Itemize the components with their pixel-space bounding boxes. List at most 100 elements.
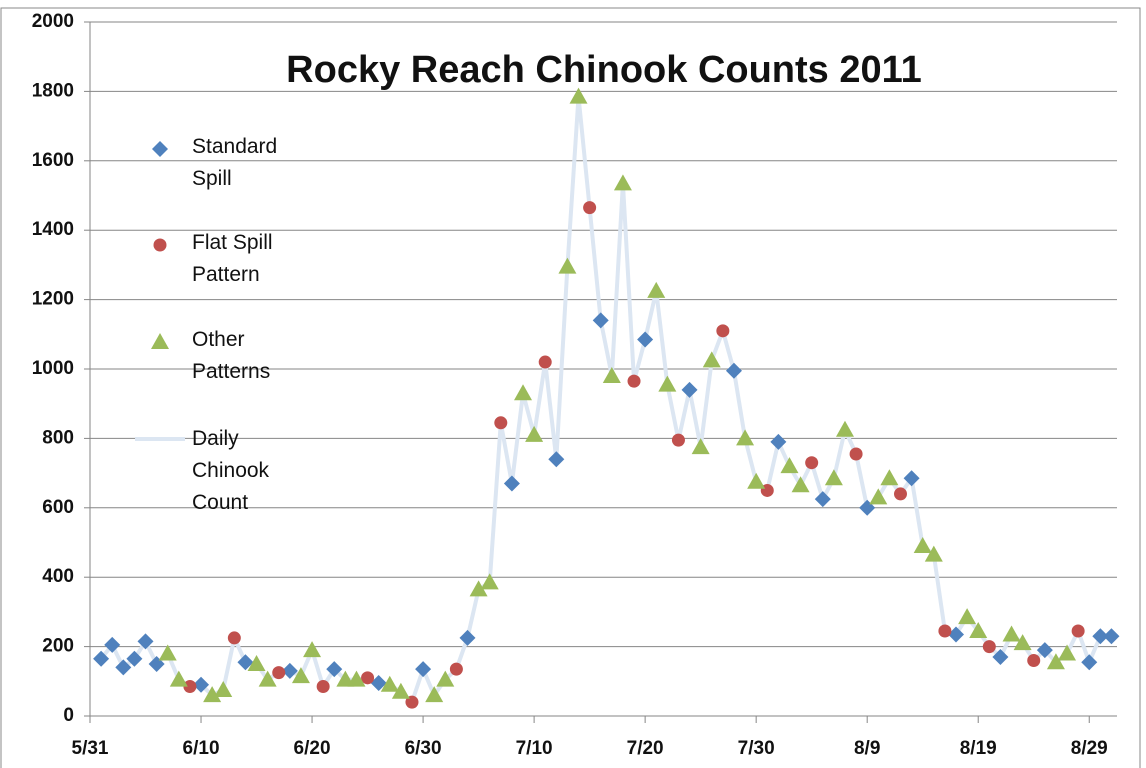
y-tick-label: 200	[42, 636, 74, 657]
point	[613, 174, 632, 191]
legend-label: Standard Spill	[192, 135, 278, 190]
point	[1071, 624, 1085, 638]
legend-label: Other Patterns	[192, 328, 271, 383]
x-tick-label: 7/10	[516, 738, 553, 759]
point	[1002, 625, 1021, 642]
point	[247, 654, 266, 671]
point	[326, 661, 343, 678]
point	[602, 366, 621, 383]
point	[415, 661, 432, 678]
point	[183, 680, 197, 694]
point	[958, 608, 977, 625]
legend-marker	[152, 141, 168, 157]
point	[480, 573, 499, 590]
point	[449, 662, 463, 676]
x-tick-label: 5/31	[72, 738, 109, 759]
point	[436, 670, 455, 687]
point	[370, 675, 387, 692]
point	[702, 351, 721, 368]
point	[303, 641, 322, 658]
point	[681, 381, 698, 398]
point	[880, 469, 899, 486]
point	[903, 470, 920, 487]
legend-marker	[153, 238, 167, 252]
x-tick-label: 7/20	[627, 738, 664, 759]
point	[494, 416, 508, 430]
point	[805, 456, 819, 470]
point	[525, 425, 544, 442]
point	[671, 433, 685, 447]
point	[203, 686, 222, 703]
point	[747, 472, 766, 489]
x-tick-label: 6/20	[294, 738, 331, 759]
y-tick-label: 600	[42, 497, 74, 518]
point	[237, 654, 254, 671]
point	[637, 331, 654, 348]
point	[227, 631, 241, 645]
point	[459, 629, 476, 646]
chart-border	[0, 7, 1141, 768]
y-tick-label: 800	[42, 427, 74, 448]
point	[361, 671, 375, 685]
x-tick-label: 8/9	[854, 738, 880, 759]
legend-label: Daily Chinook Count	[192, 427, 270, 514]
legend-marker	[151, 333, 169, 349]
chart-title: Rocky Reach Chinook Counts 2011	[286, 49, 922, 91]
point	[780, 457, 799, 474]
y-tick-label: 1800	[32, 80, 74, 101]
point	[1046, 653, 1065, 670]
y-tick-label: 0	[63, 705, 74, 726]
x-tick-label: 8/29	[1071, 738, 1108, 759]
point	[347, 670, 366, 687]
point	[814, 491, 831, 508]
point	[992, 649, 1009, 666]
point	[1081, 654, 1098, 671]
point	[1058, 644, 1077, 661]
point	[469, 580, 488, 597]
point	[425, 686, 444, 703]
point	[514, 384, 533, 401]
point	[835, 420, 854, 437]
y-tick-label: 1400	[32, 219, 74, 240]
point	[104, 636, 121, 653]
legend-label: Flat Spill Pattern	[192, 231, 273, 286]
x-tick-label: 8/19	[960, 738, 997, 759]
point	[1013, 634, 1032, 651]
point	[405, 695, 419, 709]
point	[948, 626, 965, 643]
y-tick-label: 1200	[32, 289, 74, 310]
point	[893, 487, 907, 501]
point	[291, 667, 310, 684]
point	[258, 670, 277, 687]
point	[969, 621, 988, 638]
point	[627, 374, 641, 388]
point	[924, 545, 943, 562]
y-tick-label: 400	[42, 566, 74, 587]
y-tick-label: 1000	[32, 358, 74, 379]
point	[716, 324, 730, 338]
point	[316, 680, 330, 694]
point	[193, 676, 210, 693]
point	[380, 675, 399, 692]
point	[592, 312, 609, 329]
point	[583, 201, 597, 215]
point	[869, 488, 888, 505]
point	[158, 644, 177, 661]
point	[658, 375, 677, 392]
y-tick-label: 1600	[32, 150, 74, 171]
point	[115, 659, 132, 676]
point	[736, 429, 755, 446]
point	[791, 476, 810, 493]
x-tick-label: 6/10	[183, 738, 220, 759]
point	[93, 650, 110, 667]
point	[281, 662, 298, 679]
point	[647, 281, 666, 298]
point	[691, 438, 710, 455]
x-tick-label: 7/30	[738, 738, 775, 759]
point	[558, 257, 577, 274]
point	[770, 433, 787, 450]
point	[569, 87, 588, 104]
point	[725, 362, 742, 379]
